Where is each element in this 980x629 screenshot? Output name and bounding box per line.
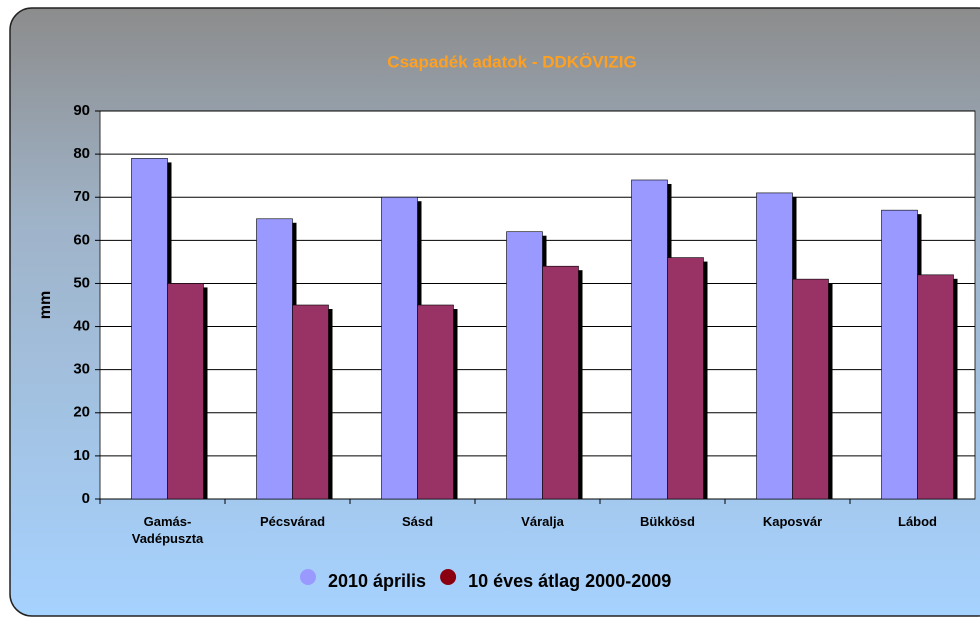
bar [256, 218, 293, 500]
bar [381, 196, 418, 500]
x-tick-label: Váralja [521, 514, 564, 529]
bar [292, 304, 329, 500]
y-tick-label: 70 [73, 188, 90, 205]
y-tick-label: 40 [73, 318, 90, 335]
x-tick-label: Gamás-Vadépuszta [132, 514, 204, 546]
y-tick-label: 20 [73, 404, 90, 421]
x-tick-label: Sásd [402, 514, 433, 529]
bar [792, 278, 829, 500]
y-tick-label: 90 [73, 102, 90, 119]
x-tick-label: Lábod [898, 514, 937, 529]
legend-label: 10 éves átlag 2000-2009 [468, 571, 671, 591]
bar [631, 179, 668, 500]
chart-title: Csapadék adatok - DDKÖVIZIG [387, 52, 636, 71]
x-tick-label: Pécsvárad [260, 514, 325, 529]
legend-marker [440, 569, 457, 585]
legend-marker [300, 569, 316, 585]
y-tick-label: 0 [82, 490, 90, 507]
bar [756, 192, 793, 500]
y-tick-label: 80 [73, 145, 90, 162]
y-tick-label: 50 [73, 274, 90, 291]
x-tick-label: Bükkösd [640, 514, 695, 529]
bar [542, 265, 579, 500]
legend-label: 2010 április [328, 571, 426, 591]
bar [881, 209, 918, 500]
bar [131, 158, 168, 500]
bar [417, 304, 454, 500]
y-tick-label: 10 [73, 447, 90, 464]
y-axis-label: mm [37, 291, 54, 319]
y-tick-label: 60 [73, 231, 90, 248]
bar [506, 231, 543, 500]
bar [167, 283, 204, 500]
x-tick-label: Kaposvár [763, 514, 822, 529]
bar [667, 257, 704, 500]
y-tick-label: 30 [73, 361, 90, 378]
bar [917, 274, 954, 500]
